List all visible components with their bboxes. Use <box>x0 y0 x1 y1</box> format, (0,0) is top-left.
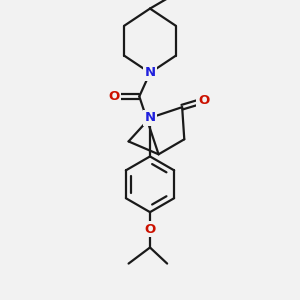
Text: O: O <box>198 94 209 107</box>
Text: N: N <box>144 111 156 124</box>
Text: O: O <box>144 223 156 236</box>
Text: O: O <box>108 90 119 103</box>
Text: N: N <box>144 66 156 80</box>
